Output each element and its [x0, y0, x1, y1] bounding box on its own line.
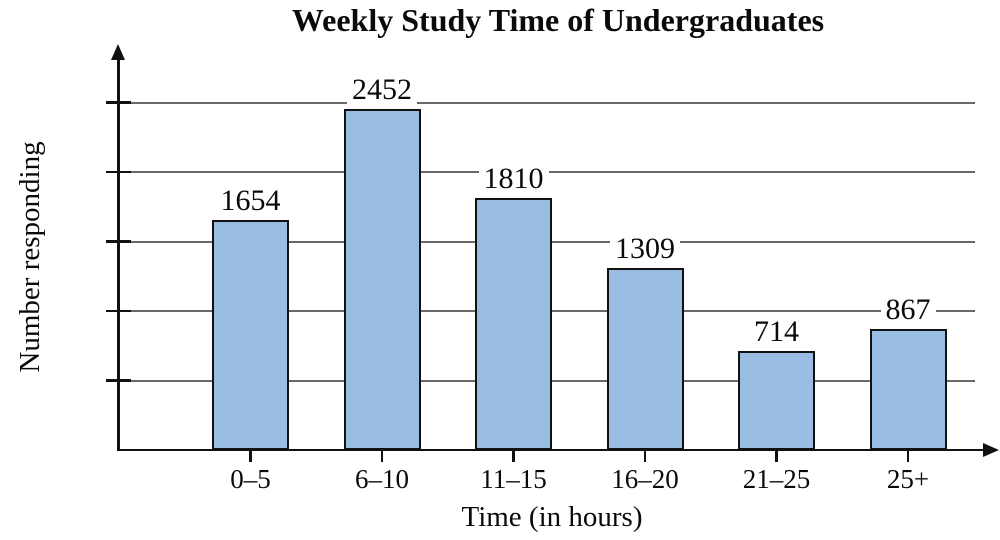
- bar-value-text: 867: [880, 293, 936, 327]
- y-axis-title: Number responding: [14, 141, 46, 373]
- x-tick-mark: [512, 450, 515, 462]
- x-axis-line: [117, 448, 985, 452]
- bar-value-text: 1309: [610, 232, 680, 266]
- x-tick-label: 6–10: [355, 464, 409, 494]
- bar-value-text: 1810: [478, 162, 549, 196]
- bar-value-text: 1654: [215, 184, 286, 218]
- x-tick-mark: [643, 450, 647, 462]
- bar: [343, 109, 421, 450]
- x-tick-label: 21–25: [742, 464, 811, 494]
- chart-title: Weekly Study Time of Undergraduates: [291, 2, 825, 38]
- bar: [212, 220, 289, 450]
- bar-value-label: 867: [838, 293, 978, 327]
- x-axis-arrow-icon: [983, 442, 999, 457]
- gridline: [120, 101, 975, 104]
- bar-value-label: 1654: [181, 184, 321, 218]
- bar-value-label: 714: [707, 314, 847, 349]
- x-tick-label: 11–15: [480, 464, 547, 494]
- y-axis-arrow-icon: [110, 44, 125, 60]
- x-tick-mark: [906, 450, 910, 462]
- bar-value-text: 714: [749, 314, 804, 348]
- x-tick-label: 16–20: [611, 464, 679, 494]
- bar: [738, 350, 815, 450]
- x-tick-mark: [380, 450, 384, 462]
- bar: [606, 268, 684, 450]
- x-tick-mark: [249, 450, 252, 462]
- x-tick-label: 0–5: [230, 464, 271, 494]
- bar-value-text: 2452: [347, 73, 417, 107]
- bar: [869, 329, 947, 450]
- x-axis-title: Time (in hours): [461, 501, 643, 533]
- bar: [475, 198, 552, 450]
- y-axis-line: [117, 56, 120, 451]
- bar-value-label: 1309: [575, 232, 715, 266]
- x-tick-mark: [775, 450, 778, 462]
- bar-value-label: 1810: [444, 162, 584, 196]
- x-tick-label: 25+: [886, 464, 930, 494]
- bar-value-label: 2452: [312, 73, 452, 107]
